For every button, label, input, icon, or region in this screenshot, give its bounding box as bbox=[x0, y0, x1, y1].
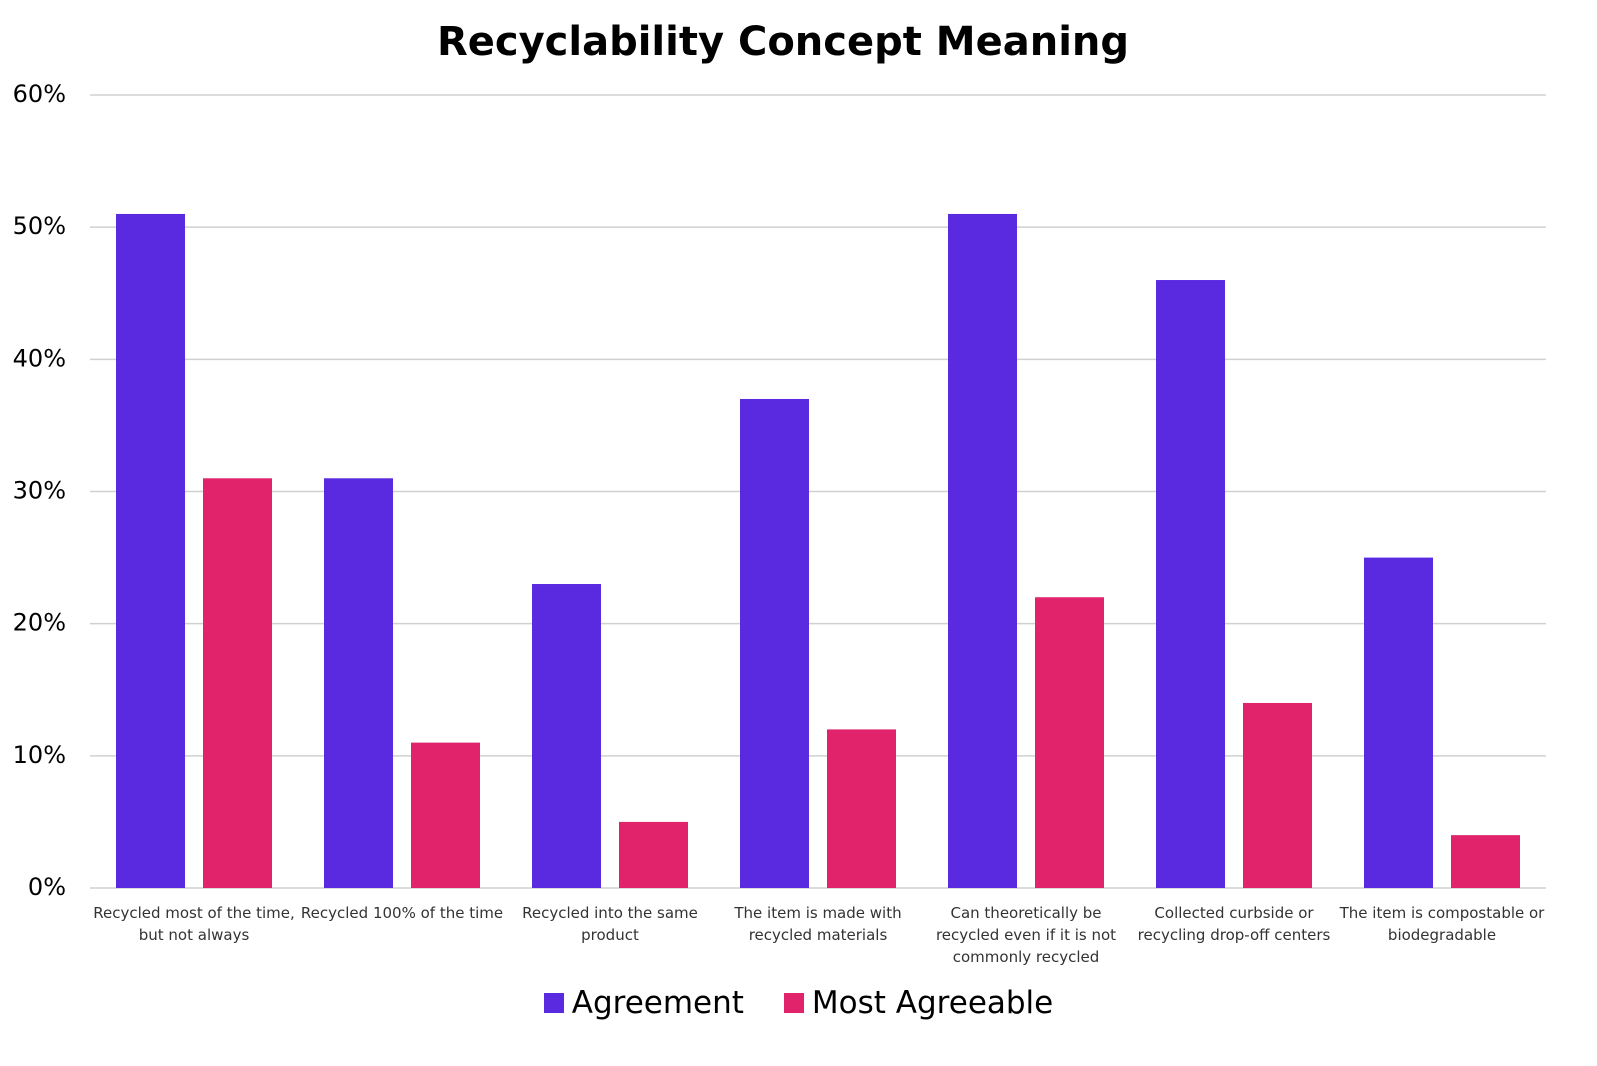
x-tick-label: Can theoretically be recycled even if it… bbox=[935, 904, 1117, 966]
y-tick-label: 0% bbox=[28, 873, 66, 901]
legend-entry: Agreement bbox=[543, 985, 744, 1021]
legend: Agreement Most Agreeable bbox=[0, 985, 1597, 1021]
y-tick-label: 50% bbox=[13, 212, 66, 240]
bar bbox=[1243, 702, 1312, 888]
bar bbox=[1035, 597, 1104, 888]
bar bbox=[827, 729, 896, 888]
bar bbox=[948, 213, 1017, 888]
bar bbox=[411, 742, 480, 888]
legend-label: Most Agreeable bbox=[811, 985, 1054, 1021]
bar bbox=[619, 821, 688, 888]
bar bbox=[1364, 557, 1433, 888]
bar bbox=[740, 398, 809, 888]
chart-title: Recyclability Concept Meaning bbox=[437, 19, 1129, 65]
x-tick-label: The item is made with recycled materials bbox=[734, 904, 902, 944]
y-tick-label: 10% bbox=[13, 741, 66, 769]
legend-label: Agreement bbox=[571, 985, 744, 1021]
y-tick-label: 30% bbox=[13, 477, 66, 505]
x-tick-label: Collected curbside or recycling drop-off… bbox=[1137, 904, 1331, 944]
x-tick-label: Recycled most of the time, but not alway… bbox=[93, 904, 295, 944]
bar bbox=[1451, 835, 1520, 888]
bar bbox=[116, 213, 185, 888]
x-tick-label: Recycled 100% of the time bbox=[300, 904, 504, 922]
x-tick-label: The item is compostable or biodegradable bbox=[1339, 904, 1545, 944]
bar bbox=[324, 478, 393, 888]
legend-swatch bbox=[543, 993, 564, 1013]
legend-swatch bbox=[783, 993, 804, 1013]
bar bbox=[532, 584, 601, 888]
y-tick-label: 40% bbox=[13, 344, 66, 372]
bar bbox=[203, 478, 272, 888]
legend-entry: Most Agreeable bbox=[783, 985, 1054, 1021]
bar bbox=[1156, 280, 1225, 888]
y-tick-label: 20% bbox=[13, 609, 66, 637]
y-tick-label: 60% bbox=[13, 80, 66, 108]
x-tick-label: Recycled into the same product bbox=[522, 904, 698, 944]
